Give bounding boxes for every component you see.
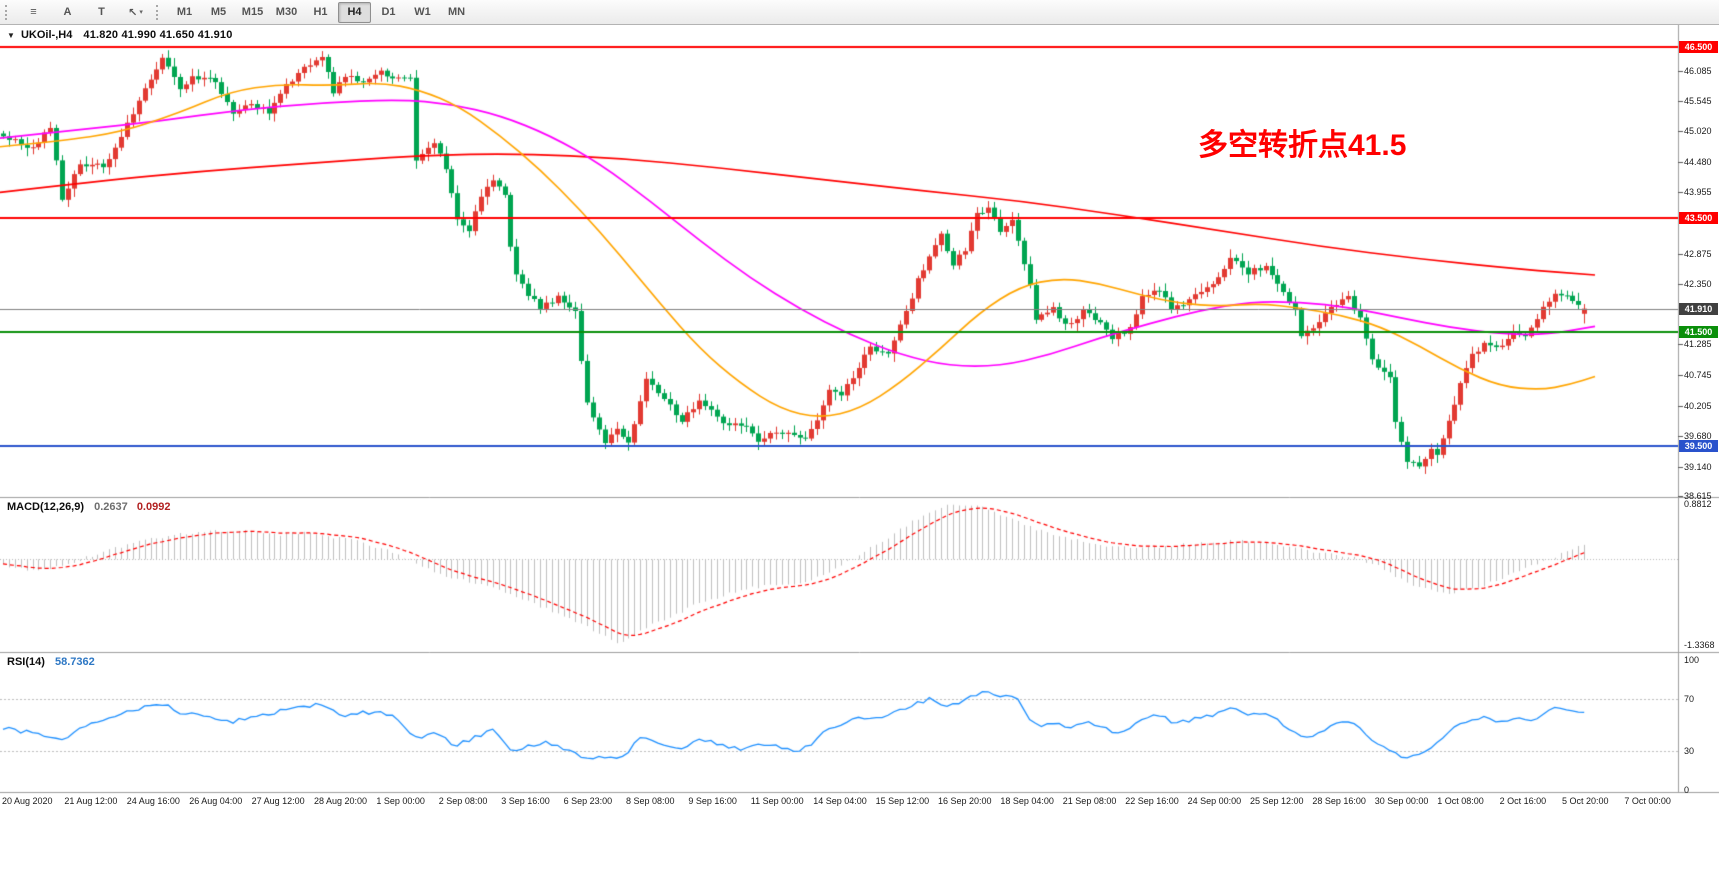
rsi-scale-label: 100 [1684,655,1700,665]
macd-scale-max: 0.8812 [1684,499,1712,509]
rsi-name: RSI(14) [7,656,45,668]
timeframe-button-mn[interactable]: MN [447,6,466,18]
time-axis-label: 2 Oct 16:00 [1499,796,1547,806]
text-annotate-button[interactable]: A [51,2,84,23]
timeframe-button-m15[interactable]: M15 [241,6,264,18]
time-axis-label: 25 Sep 12:00 [1250,796,1304,806]
time-axis-label: 21 Sep 08:00 [1062,796,1117,806]
price-tick-label: 40.205 [1684,401,1712,411]
time-axis-label: 6 Sep 23:00 [563,796,613,806]
price-tick-label: 42.875 [1684,249,1712,259]
rsi-scale-label: 0 [1684,785,1690,795]
time-axis-label: 14 Sep 04:00 [813,796,867,806]
time-axis-label: 18 Sep 04:00 [1000,796,1054,806]
chart-mode-button[interactable]: ≡ [17,2,50,23]
macd-indicator-label: MACD(12,26,9) 0.2637 0.0992 [7,501,170,513]
chart-annotation-text[interactable]: 多空转折点41.5 [1198,129,1407,162]
toolbar-gripper[interactable] [5,4,11,20]
rsi-value: 58.7362 [54,656,95,668]
chart-title-ohlc: 41.820 41.990 41.650 41.910 [83,29,233,41]
price-tick-label: 40.745 [1684,370,1712,380]
timeframe-button-m1[interactable]: M1 [176,6,193,18]
chart-title: ▼ UKOil-,H4 41.820 41.990 41.650 41.910 [7,29,233,41]
time-axis-label: 15 Sep 12:00 [875,796,930,806]
cursor-tool-button[interactable]: ↖ ▾ [119,2,152,23]
toolbar-gripper-2[interactable] [156,4,162,20]
macd-name: MACD(12,26,9) [7,501,85,513]
time-axis-label: 28 Aug 20:00 [314,796,368,806]
price-tick-label: 45.020 [1684,126,1712,136]
time-axis-label: 22 Sep 16:00 [1125,796,1179,806]
toolbar: ≡ A T ↖ ▾ M1 M5 M15 M30 H1 H4 D1 W1 MN [0,0,1719,25]
price-level-badge: 41.500 [1679,326,1718,338]
price-tick-label: 46.085 [1684,66,1712,76]
timeframe-toolbar: M1 M5 M15 M30 H1 H4 D1 W1 MN [168,1,473,23]
price-tick-label: 39.140 [1684,462,1712,472]
price-tick-label: 43.955 [1684,187,1712,197]
time-axis-label: 27 Aug 12:00 [251,796,305,806]
macd-main-value: 0.2637 [94,501,128,513]
timeframe-button-m30[interactable]: M30 [275,6,298,18]
time-axis-label: 8 Sep 08:00 [626,796,675,806]
time-axis-label: 21 Aug 12:00 [64,796,118,806]
price-level-badge: 43.500 [1679,212,1718,224]
rsi-scale-label: 70 [1684,694,1695,704]
rsi-scale-label: 30 [1684,746,1695,756]
macd-signal-value: 0.0992 [136,501,171,513]
price-tick-label: 38.615 [1684,491,1712,501]
time-axis-label: 1 Oct 08:00 [1437,796,1484,806]
timeframe-button-h1[interactable]: H1 [313,6,328,18]
price-tick-label: 42.350 [1684,279,1712,289]
price-level-badge: 46.500 [1679,41,1718,53]
chart-mode-icon: ≡ [30,6,37,18]
timeframe-button-m5[interactable]: M5 [210,6,227,18]
time-axis-label: 24 Sep 00:00 [1187,796,1242,806]
rsi-indicator-label: RSI(14) 58.7362 [7,656,95,668]
price-tick-label: 45.545 [1684,96,1712,106]
price-level-badge: 39.500 [1679,440,1718,452]
price-tick-label: 39.680 [1684,431,1712,441]
time-axis-label: 26 Aug 04:00 [189,796,243,806]
time-axis-label: 24 Aug 16:00 [126,796,180,806]
time-axis-label: 11 Sep 00:00 [750,796,804,806]
time-axis-label: 30 Sep 00:00 [1374,796,1429,806]
shape-tool-button[interactable]: T [85,2,118,23]
cursor-icon: ↖ [128,6,138,19]
time-axis-label: 3 Sep 16:00 [501,796,550,806]
time-axis-label: 16 Sep 20:00 [938,796,992,806]
collapse-triangle-icon[interactable]: ▼ [7,31,15,40]
price-tick-label: 41.285 [1684,339,1712,349]
macd-scale-min: -1.3368 [1684,640,1715,650]
chart-title-symbol: UKOil-,H4 [20,29,73,41]
time-axis-label: 7 Oct 00:00 [1624,796,1671,806]
timeframe-button-w1[interactable]: W1 [414,6,431,18]
text-tool-icon: A [63,6,72,18]
shape-tool-icon: T [98,6,105,18]
time-axis-label: 2 Sep 08:00 [438,796,488,806]
time-axis-label: 28 Sep 16:00 [1312,796,1366,806]
timeframe-button-h4[interactable]: H4 [338,1,371,23]
time-axis-label: 9 Sep 16:00 [688,796,737,806]
price-tick-label: 44.480 [1684,157,1712,167]
time-axis-label: 20 Aug 2020 [2,796,53,806]
time-axis-label: 5 Oct 20:00 [1562,796,1609,806]
chevron-down-icon: ▾ [139,9,143,16]
current-price-badge: 41.910 [1679,303,1718,315]
timeframe-button-d1[interactable]: D1 [381,6,396,18]
time-axis-label: 1 Sep 00:00 [376,796,425,806]
